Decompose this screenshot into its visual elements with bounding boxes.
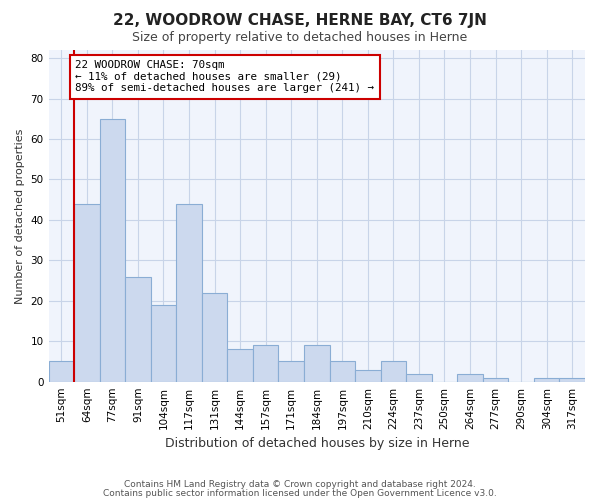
Bar xyxy=(125,276,151,382)
X-axis label: Distribution of detached houses by size in Herne: Distribution of detached houses by size … xyxy=(164,437,469,450)
Text: Size of property relative to detached houses in Herne: Size of property relative to detached ho… xyxy=(133,31,467,44)
Bar xyxy=(49,362,74,382)
Bar xyxy=(151,305,176,382)
Bar xyxy=(406,374,432,382)
Bar xyxy=(176,204,202,382)
Bar xyxy=(100,119,125,382)
Bar xyxy=(227,350,253,382)
Text: 22 WOODROW CHASE: 70sqm
← 11% of detached houses are smaller (29)
89% of semi-de: 22 WOODROW CHASE: 70sqm ← 11% of detache… xyxy=(75,60,374,94)
Bar xyxy=(202,292,227,382)
Text: 22, WOODROW CHASE, HERNE BAY, CT6 7JN: 22, WOODROW CHASE, HERNE BAY, CT6 7JN xyxy=(113,12,487,28)
Text: Contains HM Land Registry data © Crown copyright and database right 2024.: Contains HM Land Registry data © Crown c… xyxy=(124,480,476,489)
Text: Contains public sector information licensed under the Open Government Licence v3: Contains public sector information licen… xyxy=(103,489,497,498)
Bar xyxy=(559,378,585,382)
Bar xyxy=(534,378,559,382)
Bar xyxy=(304,346,329,382)
Bar xyxy=(483,378,508,382)
Bar xyxy=(74,204,100,382)
Bar xyxy=(380,362,406,382)
Bar xyxy=(355,370,380,382)
Bar xyxy=(253,346,278,382)
Y-axis label: Number of detached properties: Number of detached properties xyxy=(15,128,25,304)
Bar xyxy=(329,362,355,382)
Bar xyxy=(457,374,483,382)
Bar xyxy=(278,362,304,382)
